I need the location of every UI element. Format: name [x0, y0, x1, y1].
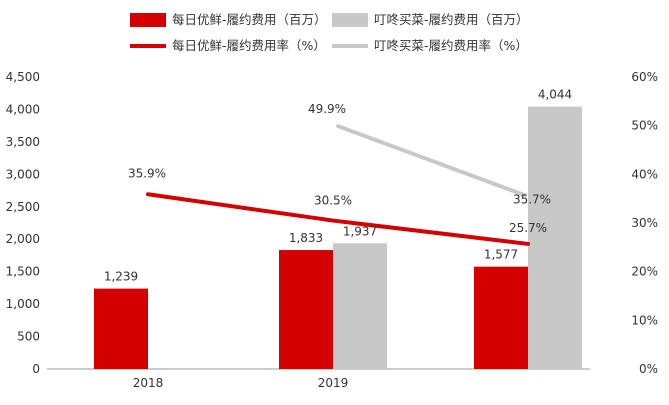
legend-swatch	[332, 13, 368, 27]
line-data-label: 30.5%	[314, 194, 352, 208]
y-left-tick-label: 3,500	[6, 135, 40, 149]
line-series	[336, 124, 527, 198]
y-left-tick-label: 1,000	[6, 297, 40, 311]
x-tick-label: 2018	[133, 376, 164, 390]
line-data-label: 35.9%	[128, 166, 166, 180]
bar-data-label: 4,044	[538, 88, 572, 102]
x-tick-label: 2019	[318, 376, 349, 390]
bar-data-label: 1,239	[104, 270, 138, 284]
y-left-tick-label: 3,000	[6, 167, 40, 181]
y-right-tick-label: 30%	[631, 216, 658, 230]
bar	[333, 243, 387, 369]
bar	[94, 288, 148, 369]
y-right-tick-label: 50%	[631, 119, 658, 133]
legend-label: 叮咚买菜-履约费用（百万）	[374, 12, 529, 27]
y-left-tick-label: 4,000	[6, 102, 40, 116]
axes: 0 500 1,000 1,500 2,000 2,500 3,000 3,500 4,000 4…	[6, 70, 658, 390]
lines	[146, 124, 530, 246]
y-right-tick-label: 20%	[631, 265, 658, 279]
bar	[474, 266, 528, 369]
y-left-tick-label: 0	[32, 362, 40, 376]
bar	[279, 250, 333, 369]
bars	[94, 106, 582, 370]
legend-label: 每日优鲜-履约费用率（%）	[172, 38, 326, 53]
legend-swatch	[130, 13, 166, 27]
y-right-tick-label: 0%	[639, 362, 658, 376]
legend-label: 每日优鲜-履约费用（百万）	[172, 12, 327, 27]
bar-data-label: 1,577	[484, 248, 518, 262]
y-left-tick-label: 2,000	[6, 232, 40, 246]
legend-label: 叮咚买菜-履约费用率（%）	[374, 38, 528, 53]
bar-data-label: 1,937	[343, 224, 377, 238]
y-left-tick-label: 500	[17, 330, 40, 344]
line-data-label: 49.9%	[308, 102, 346, 116]
bar-data-label: 1,833	[289, 231, 323, 245]
line-data-label: 35.7%	[513, 192, 551, 206]
line-data-label: 25.7%	[509, 221, 547, 235]
y-right-tick-label: 10%	[631, 313, 658, 327]
legend: 每日优鲜-履约费用（百万） 叮咚买菜-履约费用（百万） 每日优鲜-履约费用率（%） 叮…	[130, 12, 529, 53]
line-series	[146, 192, 530, 246]
bar	[528, 106, 582, 370]
y-left-tick-label: 2,500	[6, 200, 40, 214]
y-right-tick-label: 40%	[631, 167, 658, 181]
y-left-tick-label: 4,500	[6, 70, 40, 84]
y-right-tick-label: 60%	[631, 70, 658, 84]
data-labels: 1,239 1,833 1,577 1,937 4,044 35.9% 30.5% 25.7%…	[104, 88, 572, 284]
y-left-tick-label: 1,500	[6, 265, 40, 279]
